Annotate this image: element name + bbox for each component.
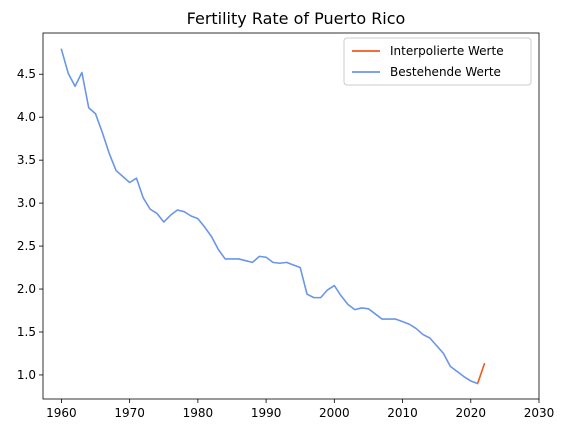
y-tick-label: 4.5: [17, 67, 36, 81]
x-tick-label: 2030: [524, 406, 555, 420]
y-axis: 1.0 1.5 2.0 2.5 3.0 3.5 4.0 4.5: [17, 67, 43, 382]
x-tick-label: 1970: [114, 406, 145, 420]
legend-label: Bestehende Werte: [390, 65, 501, 79]
legend: Interpolierte Werte Bestehende Werte: [343, 37, 532, 86]
plot-area: [42, 32, 540, 400]
x-tick-label: 1990: [251, 406, 282, 420]
x-axis: 1960 1970 1980 1990 2000 2010 2020 2030: [46, 399, 554, 420]
y-tick-label: 3.5: [17, 153, 36, 167]
x-tick-label: 2020: [456, 406, 487, 420]
x-tick-label: 1960: [46, 406, 77, 420]
y-tick-label: 3.0: [17, 196, 36, 210]
series-line-0: [476, 362, 486, 385]
plot-frame: [42, 32, 540, 400]
x-tick-label: 2010: [387, 406, 418, 420]
y-tick-label: 2.5: [17, 239, 36, 253]
y-tick-label: 1.5: [17, 325, 36, 339]
legend-box: [343, 37, 532, 86]
chart-title: Fertility Rate of Puerto Rico: [187, 9, 406, 28]
y-tick-label: 2.0: [17, 282, 36, 296]
x-tick-label: 2000: [319, 406, 350, 420]
y-tick-label: 4.0: [17, 110, 36, 124]
y-tick-label: 1.0: [17, 368, 36, 382]
series-layer: [60, 48, 486, 385]
legend-label: Interpolierte Werte: [390, 44, 504, 58]
series-line-1: [60, 48, 479, 385]
x-tick-label: 1980: [183, 406, 214, 420]
